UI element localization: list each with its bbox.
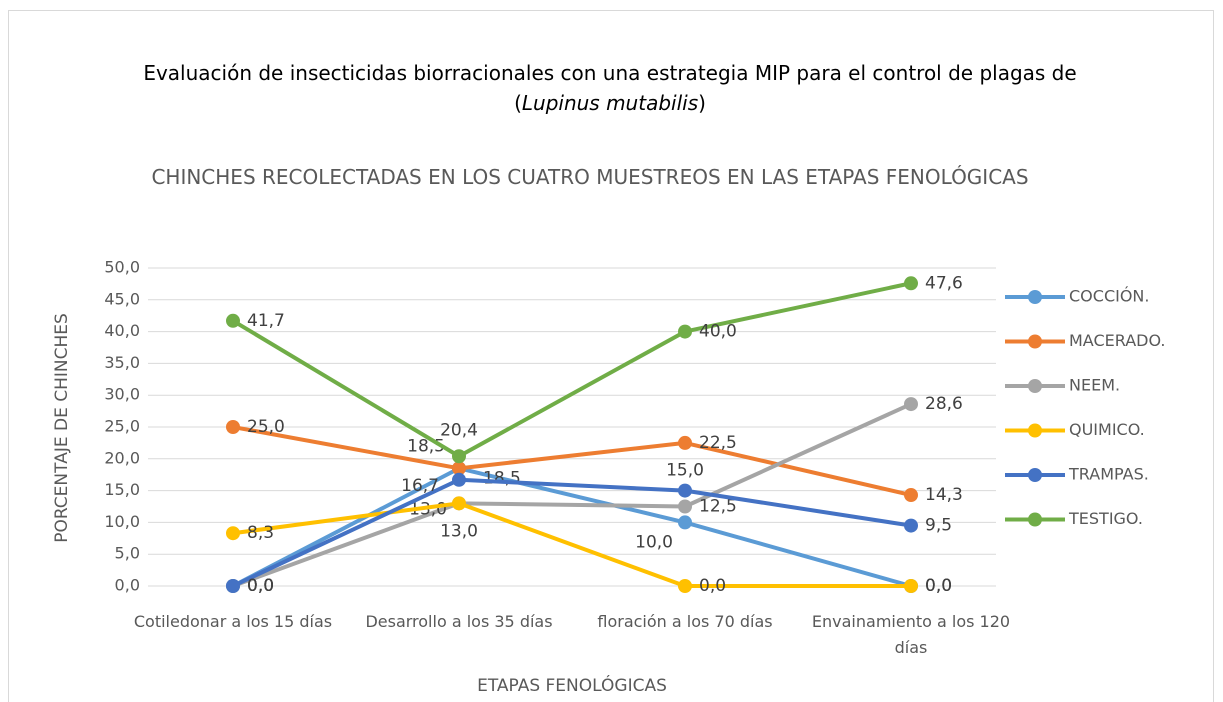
chart-subtitle: CHINCHES RECOLECTADAS EN LOS CUATRO MUES… [151,165,1029,189]
data-point [678,483,692,498]
y-tick-label: 0,0 [115,576,140,595]
data-label: 41,7 [247,311,285,331]
x-tick-label: Desarrollo a los 35 días [365,612,552,631]
chart-frame [8,10,1214,702]
legend-label: MACERADO. [1069,331,1166,350]
legend-marker [1028,468,1042,482]
data-point [678,515,692,530]
data-point [452,449,466,464]
data-label: 40,0 [699,322,737,342]
x-tick-label: Cotiledonar a los 15 días [134,612,332,631]
x-tick-label: floración a los 70 días [597,612,772,631]
y-tick-label: 30,0 [104,385,140,404]
y-tick-label: 15,0 [104,480,140,499]
data-point [678,324,692,339]
data-label: 16,7 [401,476,439,496]
data-point [226,420,240,434]
data-label: 12,5 [699,497,737,517]
data-point [678,579,692,593]
y-tick-label: 25,0 [104,417,140,436]
data-point [678,499,692,514]
data-label: 22,5 [699,433,737,453]
data-label: 10,0 [635,532,673,552]
x-axis-label: ETAPAS FENOLÓGICAS [477,674,667,696]
data-point [904,518,918,533]
data-point [452,461,466,476]
data-label: 0,0 [247,576,274,596]
legend-marker [1028,512,1042,527]
chart-title: Evaluación de insecticidas biorracionale… [100,58,1120,118]
data-point [678,435,692,450]
series-line [232,477,912,588]
x-tick-label: Envainamiento a los 120 días [812,612,1010,657]
data-point [904,579,918,593]
data-label: 0,0 [925,576,952,596]
legend-label: COCCIÓN. [1069,287,1149,306]
series-line [231,281,912,459]
data-label: 25,0 [247,417,285,437]
data-label: 0,0 [699,576,726,596]
x-tick-line: Envainamiento a los 120 [812,612,1010,631]
legend-label: QUIMICO. [1069,420,1145,439]
y-tick-label: 20,0 [104,448,140,467]
series-line [232,402,912,588]
data-point [226,526,240,541]
y-tick-label: 35,0 [104,353,140,372]
data-label: 20,4 [440,420,478,440]
legend-label: TESTIGO. [1068,509,1143,528]
data-label: 28,6 [925,394,963,414]
y-tick-label: 40,0 [104,321,140,340]
data-label: 15,0 [666,461,704,481]
data-point [226,579,240,593]
data-label: 13,0 [440,521,478,541]
data-point [904,397,918,412]
series-line [232,466,912,588]
y-tick-label: 10,0 [104,512,140,531]
title-italic: Lupinus mutabilis [521,91,699,115]
x-tick-line: floración a los 70 días [597,612,772,631]
data-label: 0,0 [925,576,952,596]
y-tick-label: 5,0 [115,544,140,563]
title-part: ) [698,91,706,115]
legend-marker [1028,379,1042,393]
data-label: 8,3 [247,523,274,543]
x-tick-line: Desarrollo a los 35 días [365,612,552,631]
data-label: 18,5 [483,468,521,488]
data-label: 47,6 [925,273,963,293]
legend-marker [1028,334,1042,349]
legend-label: TRAMPAS. [1068,465,1149,484]
x-tick-line: Cotiledonar a los 15 días [134,612,332,631]
series-line [232,501,911,588]
y-tick-label: 45,0 [104,289,140,308]
series-line [232,425,912,498]
legend-marker [1028,290,1042,304]
data-label: 14,3 [925,485,963,505]
data-point [904,488,918,503]
data-label: 0,0 [247,576,274,596]
data-point [452,496,466,511]
data-label: 0,0 [247,576,274,596]
data-label: 9,5 [925,516,952,536]
data-point [226,313,240,328]
legend-marker [1028,423,1042,438]
data-point [904,276,918,291]
x-tick-line: días [895,638,928,657]
y-axis-label: PORCENTAJE DE CHINCHES [52,313,72,543]
data-point [452,472,466,487]
y-tick-label: 50,0 [104,258,140,277]
legend-label: NEEM. [1069,376,1120,395]
title-part: Evaluación de insecticidas biorracionale… [143,61,1077,115]
